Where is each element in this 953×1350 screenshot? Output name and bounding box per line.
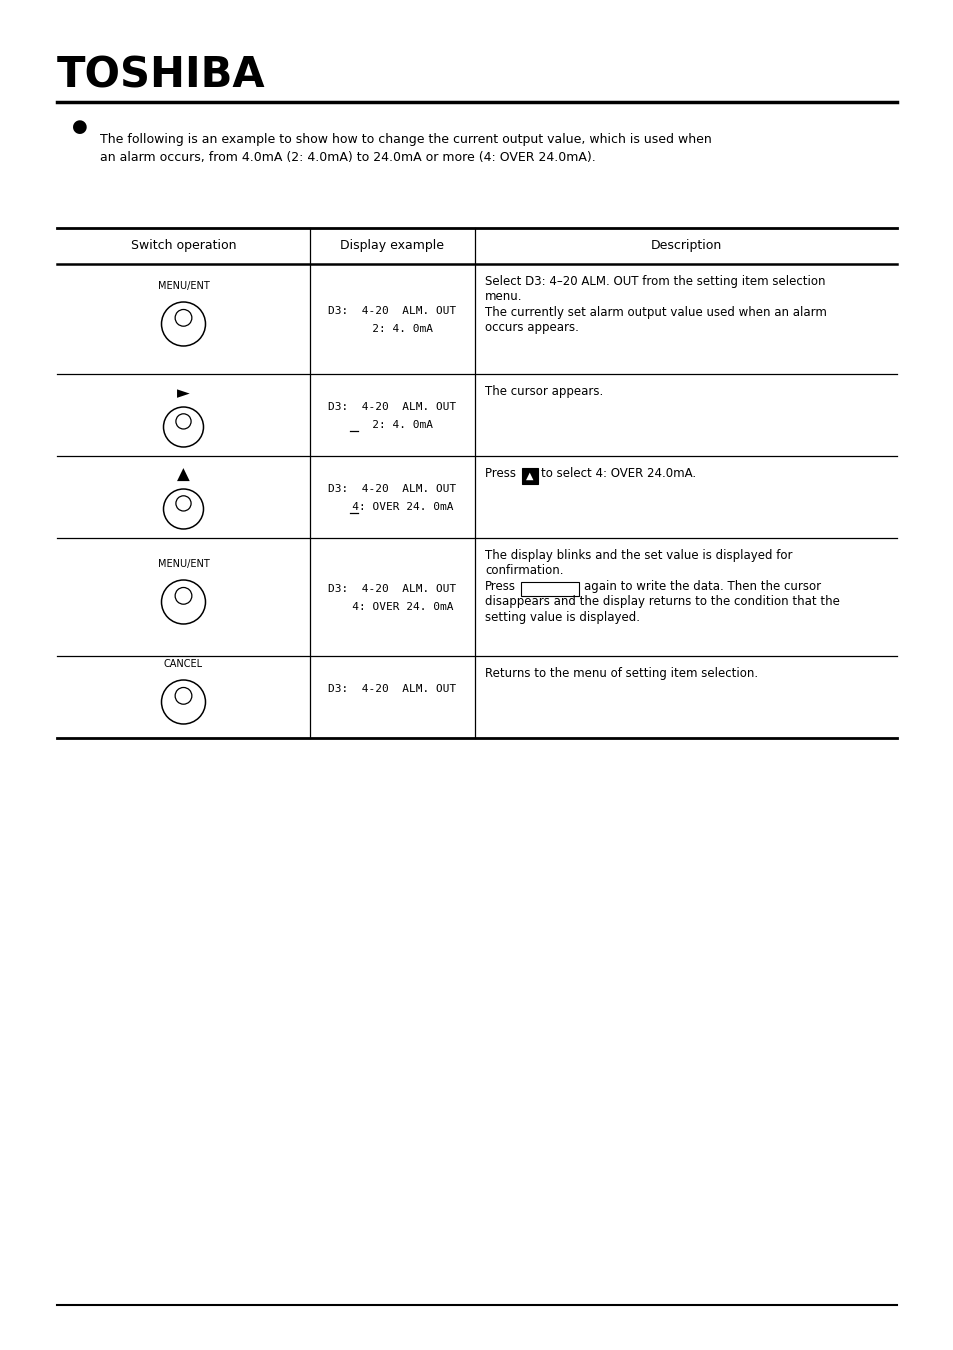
- Text: Description: Description: [650, 239, 720, 252]
- Text: to select 4: OVER 24.0mA.: to select 4: OVER 24.0mA.: [540, 467, 695, 481]
- Text: MENU/ENT: MENU/ENT: [157, 281, 209, 292]
- Text: 4: OVER 24. 0mA: 4: OVER 24. 0mA: [332, 502, 453, 512]
- Text: Returns to the menu of setting item selection.: Returns to the menu of setting item sele…: [484, 667, 758, 680]
- Text: The following is an example to show how to change the current output value, whic: The following is an example to show how …: [100, 134, 711, 146]
- Text: The cursor appears.: The cursor appears.: [484, 385, 602, 398]
- Text: Display example: Display example: [340, 239, 444, 252]
- Text: D3:  4-20  ALM. OUT: D3: 4-20 ALM. OUT: [328, 684, 456, 694]
- Text: Switch operation: Switch operation: [131, 239, 236, 252]
- Text: Press: Press: [484, 580, 516, 593]
- Text: The display blinks and the set value is displayed for: The display blinks and the set value is …: [484, 549, 792, 562]
- FancyBboxPatch shape: [521, 468, 537, 485]
- Text: The currently set alarm output value used when an alarm: The currently set alarm output value use…: [484, 306, 826, 319]
- Text: D3:  4-20  ALM. OUT: D3: 4-20 ALM. OUT: [328, 306, 456, 316]
- Text: again to write the data. Then the cursor: again to write the data. Then the cursor: [583, 580, 821, 593]
- Text: D3:  4-20  ALM. OUT: D3: 4-20 ALM. OUT: [328, 485, 456, 494]
- Text: ▲: ▲: [177, 466, 190, 485]
- Text: Select D3: 4–20 ALM. OUT from the setting item selection: Select D3: 4–20 ALM. OUT from the settin…: [484, 275, 824, 288]
- Text: TOSHIBA: TOSHIBA: [57, 55, 265, 97]
- Text: CANCEL: CANCEL: [164, 659, 203, 670]
- Text: setting value is displayed.: setting value is displayed.: [484, 612, 639, 624]
- Text: D3:  4-20  ALM. OUT: D3: 4-20 ALM. OUT: [328, 402, 456, 412]
- Text: ►: ►: [177, 383, 190, 402]
- Text: ▲: ▲: [525, 471, 533, 481]
- Text: 2: 4. 0mA: 2: 4. 0mA: [352, 420, 433, 431]
- Text: MENU/ENT: MENU/ENT: [157, 559, 209, 568]
- Text: 2: 4. 0mA: 2: 4. 0mA: [352, 324, 433, 333]
- Text: menu.: menu.: [484, 290, 522, 304]
- Text: Press: Press: [484, 467, 519, 481]
- Text: occurs appears.: occurs appears.: [484, 321, 578, 335]
- Text: confirmation.: confirmation.: [484, 564, 563, 578]
- Text: disappears and the display returns to the condition that the: disappears and the display returns to th…: [484, 595, 839, 609]
- Text: 4: OVER 24. 0mA: 4: OVER 24. 0mA: [332, 602, 453, 612]
- Text: an alarm occurs, from 4.0mA (2: 4.0mA) to 24.0mA or more (4: OVER 24.0mA).: an alarm occurs, from 4.0mA (2: 4.0mA) t…: [100, 151, 595, 163]
- Text: D3:  4-20  ALM. OUT: D3: 4-20 ALM. OUT: [328, 585, 456, 594]
- FancyBboxPatch shape: [520, 582, 578, 595]
- Text: ●: ●: [71, 117, 88, 136]
